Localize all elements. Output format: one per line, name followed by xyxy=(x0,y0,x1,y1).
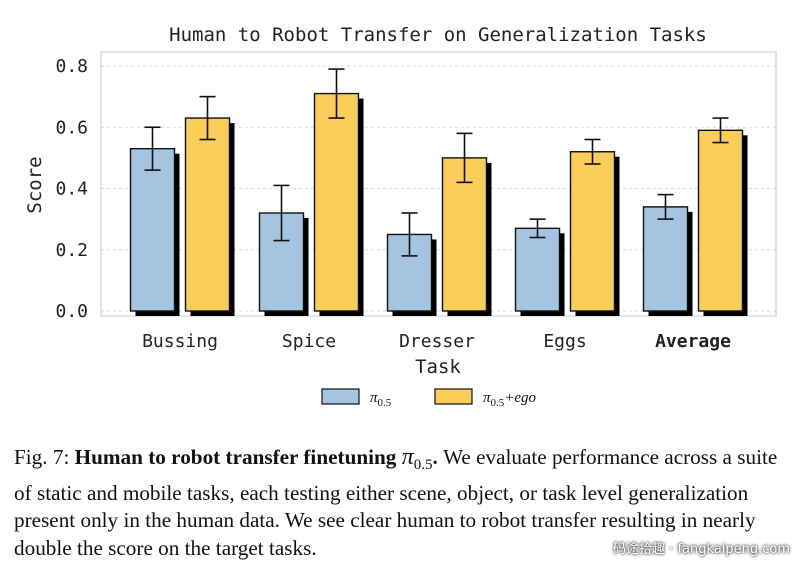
plot-frame xyxy=(100,51,777,317)
bar-chart: Human to Robot Transfer on Generalizatio… xyxy=(24,24,777,409)
legend-label: π0.5 xyxy=(370,390,392,409)
caption-symbol-subscript: 0.5 xyxy=(413,457,433,474)
legend-label: π0.5+ego xyxy=(483,390,537,409)
y-tick-label: 0.6 xyxy=(55,117,88,138)
x-axis-ticks: Bussing Spice Dresser Eggs Average xyxy=(142,331,731,352)
bar xyxy=(313,92,360,312)
x-tick-label: Spice xyxy=(282,331,336,352)
x-tick-label: Bussing xyxy=(142,331,218,352)
watermark: 码途拾趣 · fangkaipeng.com xyxy=(613,542,790,557)
bar xyxy=(697,129,744,312)
bar xyxy=(129,147,176,312)
caption-title: Human to robot transfer finetuning xyxy=(74,445,397,469)
legend-swatch xyxy=(321,388,360,405)
bar xyxy=(514,227,561,312)
caption-label: Fig. 7: xyxy=(14,445,70,469)
y-tick-label: 0.2 xyxy=(55,240,88,261)
chart-title: Human to Robot Transfer on Generalizatio… xyxy=(169,24,707,46)
y-tick-label: 0.0 xyxy=(55,301,88,322)
x-tick-label: Average xyxy=(655,331,731,352)
caption-symbol: π xyxy=(401,444,414,470)
legend: π0.5 π0.5+ego xyxy=(321,388,537,409)
x-axis-label: Task xyxy=(415,356,461,378)
legend-swatch xyxy=(434,388,473,405)
legend-label-subscript: 0.5 xyxy=(491,397,505,409)
caption-title-end: . xyxy=(432,445,438,469)
bar xyxy=(642,206,689,312)
y-tick-label: 0.4 xyxy=(55,179,88,200)
bars xyxy=(129,68,748,316)
grid-lines xyxy=(101,65,776,312)
caption-body: We evaluate performance across a suite o… xyxy=(14,445,778,560)
x-tick-label: Dresser xyxy=(399,331,475,352)
bar xyxy=(184,117,231,312)
y-axis-ticks: 0.0 0.2 0.4 0.6 0.8 xyxy=(55,56,88,322)
bar xyxy=(441,157,488,312)
figure-caption: Fig. 7: Human to robot transfer finetuni… xyxy=(14,444,790,562)
legend-label-suffix: +ego xyxy=(504,390,536,406)
legend-label-subscript: 0.5 xyxy=(378,397,392,409)
x-tick-label: Eggs xyxy=(543,331,586,352)
bar xyxy=(569,151,616,312)
y-tick-label: 0.8 xyxy=(55,56,88,77)
y-axis-label: Score xyxy=(24,156,46,213)
